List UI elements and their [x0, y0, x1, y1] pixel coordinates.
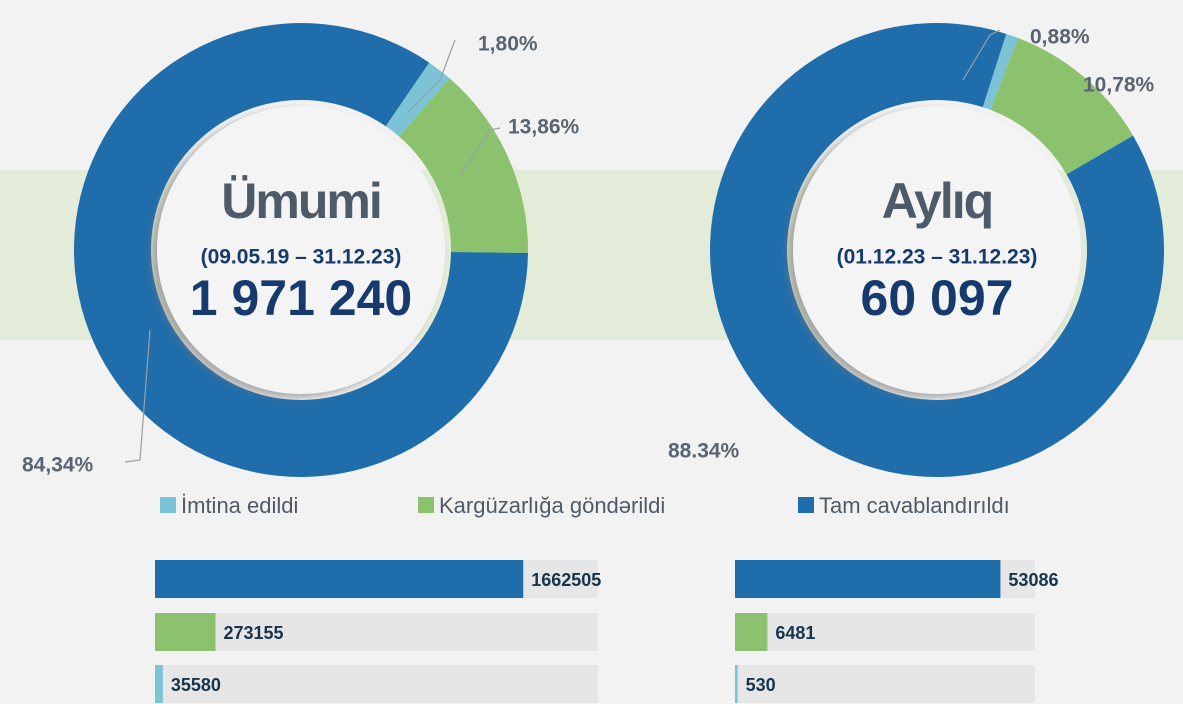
leader-line — [124, 329, 151, 463]
bar — [735, 613, 768, 651]
legend-swatch — [160, 497, 176, 513]
legend-swatch — [798, 497, 814, 513]
center-total: 60 097 — [861, 270, 1014, 326]
percent-label: 13,86% — [508, 116, 580, 139]
leader-line — [407, 39, 456, 113]
center-title: Aylıq — [882, 173, 992, 229]
leader-line — [962, 29, 1001, 81]
bar-value: 35580 — [171, 675, 221, 695]
donut-segment — [385, 62, 450, 137]
bar-track — [155, 665, 598, 703]
legend-swatch — [418, 497, 434, 513]
inner-circle — [157, 106, 445, 394]
center-subtitle: (01.12.23 – 31.12.23) — [837, 246, 1038, 269]
bar-value: 6481 — [775, 623, 815, 643]
center-total: 1 971 240 — [190, 270, 412, 326]
center-subtitle: (09.05.19 – 31.12.23) — [201, 246, 402, 269]
leader-line — [459, 127, 501, 176]
bar-track — [735, 613, 1035, 651]
bar — [155, 613, 216, 651]
donut-segment — [982, 33, 1019, 110]
percent-label: 10,78% — [1083, 74, 1155, 97]
bar — [155, 665, 163, 703]
bar — [735, 665, 738, 703]
donut-segment — [990, 37, 1134, 175]
donut-segment — [399, 78, 528, 253]
bar-value: 1662505 — [531, 570, 601, 590]
bar-value: 53086 — [1008, 570, 1058, 590]
donut-segment — [73, 23, 528, 478]
percent-label: 0,88% — [1030, 26, 1090, 49]
bar — [735, 560, 1001, 598]
percent-label: 84,34% — [22, 454, 94, 477]
bar — [155, 560, 524, 598]
bar-value: 273155 — [224, 623, 284, 643]
percent-label: 88.34% — [668, 440, 740, 463]
bar-track — [155, 613, 598, 651]
donut-segment — [709, 22, 1164, 477]
bar-value: 530 — [746, 675, 776, 695]
legend-label: Kargüzarlığa göndərildi — [439, 493, 665, 518]
legend-label: İmtina edildi — [181, 493, 298, 518]
center-title: Ümumi — [221, 173, 380, 229]
percent-label: 1,80% — [478, 33, 538, 56]
inner-circle — [793, 106, 1081, 394]
legend-label: Tam cavablandırıldı — [819, 493, 1010, 518]
bar-track — [735, 665, 1035, 703]
